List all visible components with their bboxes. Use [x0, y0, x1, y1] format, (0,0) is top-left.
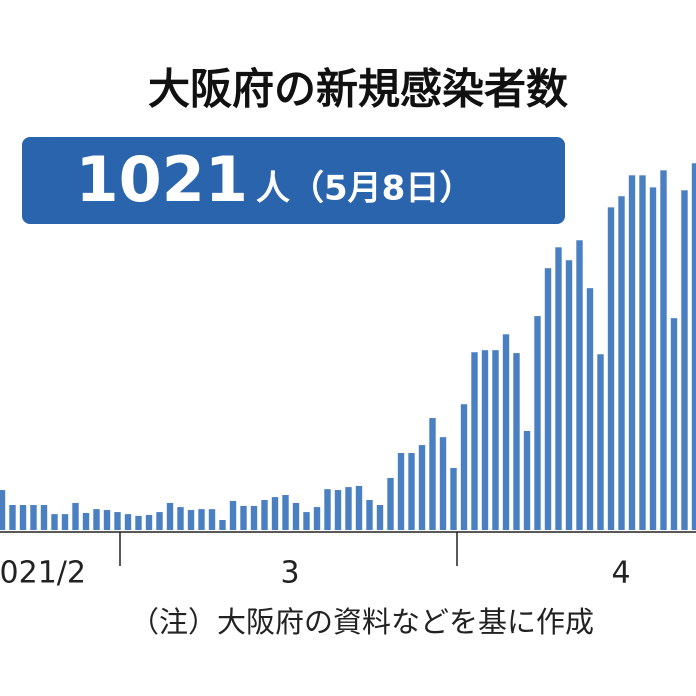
- bar: [271, 497, 279, 530]
- bar: [93, 509, 100, 530]
- bar: [0, 490, 6, 530]
- bar: [439, 437, 447, 530]
- bar: [597, 354, 604, 530]
- bar: [198, 509, 205, 530]
- bar: [502, 334, 510, 530]
- bar: [166, 502, 174, 530]
- bar: [103, 510, 111, 530]
- bar: [135, 515, 142, 530]
- bar: [576, 240, 583, 530]
- x-tick-label: 4: [611, 556, 630, 591]
- bars: [0, 163, 696, 531]
- bar: [219, 520, 226, 530]
- bar: [345, 487, 352, 530]
- bar: [376, 505, 384, 530]
- bar: [292, 502, 300, 530]
- bar: [660, 170, 667, 530]
- bar: [282, 495, 289, 530]
- bar: [429, 418, 436, 530]
- bar: [607, 207, 615, 530]
- bar: [40, 505, 48, 530]
- bar: [187, 510, 195, 530]
- bar: [72, 502, 79, 530]
- bar: [628, 175, 636, 530]
- x-tick-label: 3: [280, 556, 299, 591]
- bar: [303, 512, 310, 530]
- bar: [30, 505, 37, 530]
- bar: [555, 247, 562, 530]
- bar: [492, 350, 499, 530]
- bar: [639, 175, 646, 530]
- bar: [145, 515, 153, 530]
- bar: [250, 505, 258, 530]
- chart-title: 大阪府の新規感染者数: [148, 65, 568, 114]
- bar: [670, 318, 678, 530]
- bar: [124, 514, 132, 530]
- bar: [9, 505, 16, 530]
- bar: [261, 500, 268, 530]
- bar: [324, 489, 331, 530]
- bar: [387, 477, 394, 530]
- bar: [397, 453, 405, 530]
- bar: [334, 490, 342, 530]
- bar: [618, 196, 625, 530]
- bar: [355, 485, 363, 530]
- bar: [229, 500, 237, 530]
- bar: [61, 514, 69, 530]
- bar: [450, 467, 457, 530]
- bar: [586, 288, 594, 530]
- bar: [240, 505, 247, 530]
- bar: [366, 500, 373, 530]
- badge: [22, 137, 565, 224]
- bar: [691, 163, 696, 530]
- bar: [649, 187, 657, 531]
- note: （注）大阪府の資料などを基に作成: [130, 605, 594, 639]
- bar: [565, 260, 573, 530]
- bar: [208, 509, 216, 530]
- badge-value: 1021: [75, 143, 248, 216]
- bar: [481, 350, 489, 530]
- bar: [19, 505, 27, 530]
- bar: [156, 512, 163, 530]
- bar: [460, 404, 468, 530]
- x-tick-label: 2021/2: [0, 556, 86, 591]
- bar: [534, 316, 541, 530]
- bar: [177, 507, 184, 530]
- bar: [544, 268, 552, 530]
- bar: [51, 514, 58, 530]
- bar: [114, 512, 121, 530]
- bar: [408, 453, 415, 530]
- bar: [313, 507, 321, 530]
- bar: [82, 512, 90, 530]
- bar: [681, 190, 688, 530]
- bar: [471, 352, 478, 530]
- badge-unit: 人（5月8日）: [256, 169, 473, 209]
- bar: [418, 445, 426, 530]
- bar: [523, 430, 531, 530]
- bar: [513, 353, 520, 530]
